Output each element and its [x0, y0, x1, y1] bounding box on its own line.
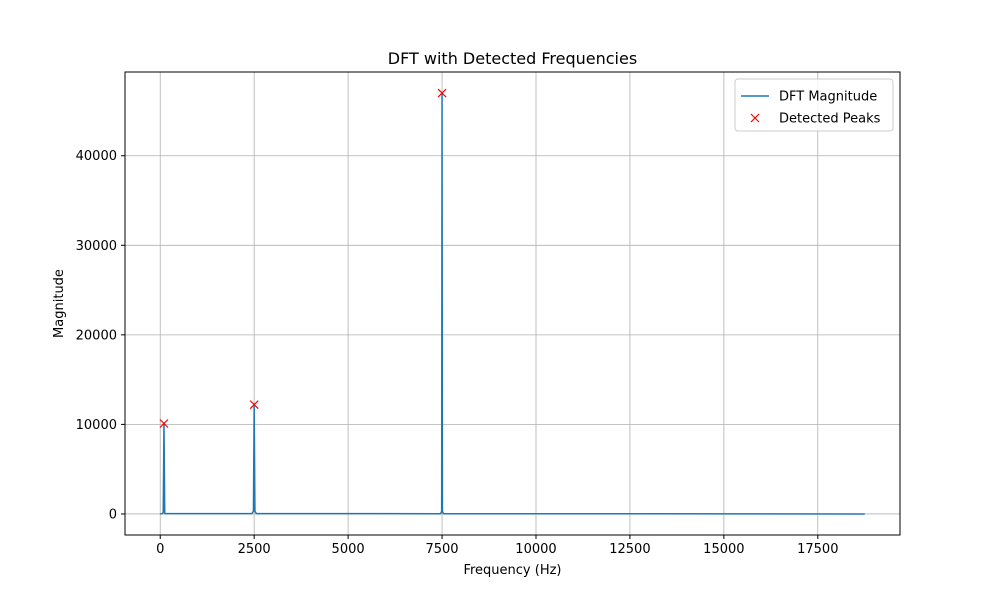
x-tick-label: 0 [156, 542, 164, 557]
y-axis-label: Magnitude [52, 269, 67, 338]
series-layer [159, 88, 865, 515]
chart-title: DFT with Detected Frequencies [388, 49, 637, 68]
y-tick-label: 30000 [76, 239, 117, 254]
y-tick-label: 0 [109, 507, 117, 522]
peak-marker [159, 419, 169, 428]
grid-layer [125, 72, 900, 535]
x-tick-label: 5000 [332, 542, 365, 557]
x-tick-label: 7500 [425, 542, 458, 557]
peak-marker [249, 400, 259, 410]
series-line-dft-magnitude [160, 92, 865, 515]
x-tick-label: 10000 [515, 542, 556, 557]
legend: DFT Magnitude Detected Peaks [734, 78, 894, 132]
x-axis-label: Frequency (Hz) [463, 563, 561, 578]
y-tick-label: 20000 [76, 328, 117, 343]
legend-swatch-marker [750, 113, 760, 123]
y-tick-label: 40000 [76, 149, 117, 164]
y-tick-label: 10000 [76, 418, 117, 433]
tick-layer: 0 2500 5000 7500 10000 12500 15000 17500 0 10000 2… [76, 149, 839, 557]
legend-label: Detected Peaks [779, 112, 881, 127]
x-tick-label: 17500 [797, 542, 838, 557]
x-tick-label: 15000 [703, 542, 744, 557]
x-tick-label: 12500 [609, 542, 650, 557]
legend-box [734, 78, 894, 132]
legend-label: DFT Magnitude [779, 90, 877, 105]
x-tick-label: 2500 [238, 542, 271, 557]
peak-marker [437, 88, 447, 98]
plot-area-frame [124, 71, 901, 536]
